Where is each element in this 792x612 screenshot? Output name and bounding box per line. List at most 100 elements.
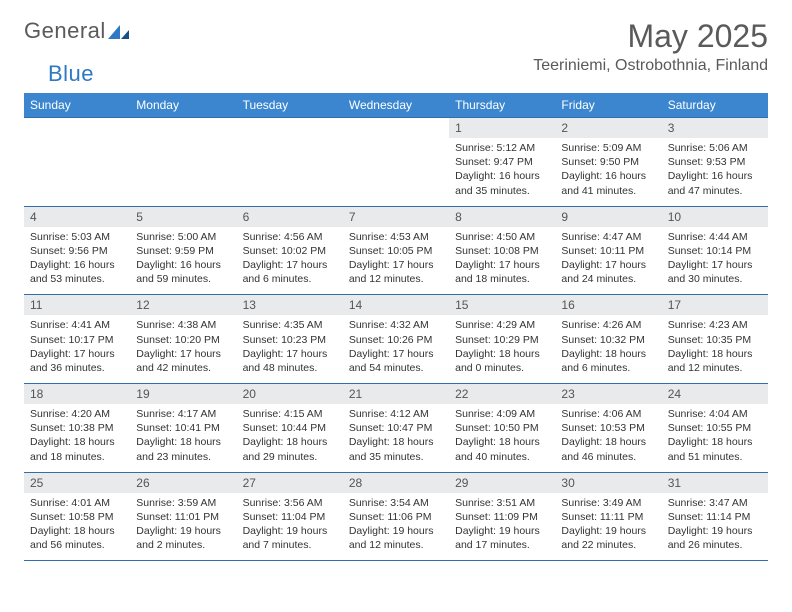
sunset-text: Sunset: 9:56 PM — [30, 244, 124, 258]
location-subtitle: Teeriniemi, Ostrobothnia, Finland — [533, 57, 768, 75]
calendar-day-cell: 19Sunrise: 4:17 AMSunset: 10:41 PMDaylig… — [130, 384, 236, 473]
daylight-text: Daylight: 18 hours and 6 minutes. — [561, 347, 655, 375]
daylight-text: Daylight: 16 hours and 35 minutes. — [455, 169, 549, 197]
daylight-text: Daylight: 16 hours and 41 minutes. — [561, 169, 655, 197]
sunrise-text: Sunrise: 4:15 AM — [243, 407, 337, 421]
day-body: Sunrise: 4:29 AMSunset: 10:29 PMDaylight… — [449, 315, 555, 383]
sunset-text: Sunset: 11:01 PM — [136, 510, 230, 524]
day-body: Sunrise: 5:12 AMSunset: 9:47 PMDaylight:… — [449, 138, 555, 206]
calendar-table: SundayMondayTuesdayWednesdayThursdayFrid… — [24, 93, 768, 561]
day-number: 31 — [662, 473, 768, 493]
day-body: Sunrise: 5:06 AMSunset: 9:53 PMDaylight:… — [662, 138, 768, 206]
daylight-text: Daylight: 18 hours and 35 minutes. — [349, 435, 443, 463]
sunrise-text: Sunrise: 4:53 AM — [349, 230, 443, 244]
day-body: Sunrise: 3:56 AMSunset: 11:04 PMDaylight… — [237, 493, 343, 561]
logo: General — [24, 18, 130, 44]
calendar-day-cell: 18Sunrise: 4:20 AMSunset: 10:38 PMDaylig… — [24, 384, 130, 473]
calendar-header-row: SundayMondayTuesdayWednesdayThursdayFrid… — [24, 93, 768, 118]
sunset-text: Sunset: 11:11 PM — [561, 510, 655, 524]
day-number: 22 — [449, 384, 555, 404]
weekday-header: Wednesday — [343, 93, 449, 118]
daylight-text: Daylight: 18 hours and 46 minutes. — [561, 435, 655, 463]
sunset-text: Sunset: 10:14 PM — [668, 244, 762, 258]
weekday-header: Sunday — [24, 93, 130, 118]
calendar-day-cell: 16Sunrise: 4:26 AMSunset: 10:32 PMDaylig… — [555, 295, 661, 384]
sunrise-text: Sunrise: 3:47 AM — [668, 496, 762, 510]
day-number: 26 — [130, 473, 236, 493]
sunset-text: Sunset: 10:53 PM — [561, 421, 655, 435]
sunrise-text: Sunrise: 4:06 AM — [561, 407, 655, 421]
sunset-text: Sunset: 11:04 PM — [243, 510, 337, 524]
calendar-day-cell: 14Sunrise: 4:32 AMSunset: 10:26 PMDaylig… — [343, 295, 449, 384]
day-number: 11 — [24, 295, 130, 315]
daylight-text: Daylight: 17 hours and 48 minutes. — [243, 347, 337, 375]
day-number: 10 — [662, 207, 768, 227]
day-body: Sunrise: 4:20 AMSunset: 10:38 PMDaylight… — [24, 404, 130, 472]
sunset-text: Sunset: 11:09 PM — [455, 510, 549, 524]
day-body: Sunrise: 4:04 AMSunset: 10:55 PMDaylight… — [662, 404, 768, 472]
day-number: 29 — [449, 473, 555, 493]
daylight-text: Daylight: 18 hours and 12 minutes. — [668, 347, 762, 375]
logo-mark-icon — [108, 22, 130, 40]
calendar-day-cell: 13Sunrise: 4:35 AMSunset: 10:23 PMDaylig… — [237, 295, 343, 384]
daylight-text: Daylight: 19 hours and 22 minutes. — [561, 524, 655, 552]
daylight-text: Daylight: 18 hours and 29 minutes. — [243, 435, 337, 463]
calendar-day-cell: 26Sunrise: 3:59 AMSunset: 11:01 PMDaylig… — [130, 472, 236, 561]
sunrise-text: Sunrise: 3:56 AM — [243, 496, 337, 510]
sunrise-text: Sunrise: 4:38 AM — [136, 318, 230, 332]
day-number: 17 — [662, 295, 768, 315]
day-number: 24 — [662, 384, 768, 404]
day-number: 5 — [130, 207, 236, 227]
sunset-text: Sunset: 9:59 PM — [136, 244, 230, 258]
day-body: Sunrise: 3:54 AMSunset: 11:06 PMDaylight… — [343, 493, 449, 561]
calendar-day-cell: 24Sunrise: 4:04 AMSunset: 10:55 PMDaylig… — [662, 384, 768, 473]
weekday-header: Tuesday — [237, 93, 343, 118]
sunrise-text: Sunrise: 4:17 AM — [136, 407, 230, 421]
calendar-week-row: 25Sunrise: 4:01 AMSunset: 10:58 PMDaylig… — [24, 472, 768, 561]
day-body: Sunrise: 3:49 AMSunset: 11:11 PMDaylight… — [555, 493, 661, 561]
day-body: Sunrise: 4:23 AMSunset: 10:35 PMDaylight… — [662, 315, 768, 383]
day-number: 16 — [555, 295, 661, 315]
day-number: 30 — [555, 473, 661, 493]
calendar-day-cell: 12Sunrise: 4:38 AMSunset: 10:20 PMDaylig… — [130, 295, 236, 384]
sunset-text: Sunset: 10:55 PM — [668, 421, 762, 435]
sunset-text: Sunset: 9:50 PM — [561, 155, 655, 169]
daylight-text: Daylight: 17 hours and 6 minutes. — [243, 258, 337, 286]
daylight-text: Daylight: 16 hours and 47 minutes. — [668, 169, 762, 197]
calendar-day-cell: 2Sunrise: 5:09 AMSunset: 9:50 PMDaylight… — [555, 118, 661, 207]
calendar-week-row: 11Sunrise: 4:41 AMSunset: 10:17 PMDaylig… — [24, 295, 768, 384]
sunset-text: Sunset: 10:20 PM — [136, 333, 230, 347]
sunrise-text: Sunrise: 5:09 AM — [561, 141, 655, 155]
day-number: 6 — [237, 207, 343, 227]
day-number: 20 — [237, 384, 343, 404]
day-number: 9 — [555, 207, 661, 227]
daylight-text: Daylight: 19 hours and 17 minutes. — [455, 524, 549, 552]
calendar-day-cell: 23Sunrise: 4:06 AMSunset: 10:53 PMDaylig… — [555, 384, 661, 473]
day-body: Sunrise: 5:00 AMSunset: 9:59 PMDaylight:… — [130, 227, 236, 295]
sunset-text: Sunset: 10:32 PM — [561, 333, 655, 347]
sunrise-text: Sunrise: 4:56 AM — [243, 230, 337, 244]
logo-text-blue: Blue — [48, 61, 94, 87]
sunset-text: Sunset: 10:11 PM — [561, 244, 655, 258]
daylight-text: Daylight: 18 hours and 18 minutes. — [30, 435, 124, 463]
sunrise-text: Sunrise: 4:12 AM — [349, 407, 443, 421]
day-body: Sunrise: 4:26 AMSunset: 10:32 PMDaylight… — [555, 315, 661, 383]
weekday-header: Thursday — [449, 93, 555, 118]
month-title: May 2025 — [533, 18, 768, 55]
sunrise-text: Sunrise: 5:12 AM — [455, 141, 549, 155]
sunset-text: Sunset: 10:02 PM — [243, 244, 337, 258]
day-body: Sunrise: 4:50 AMSunset: 10:08 PMDaylight… — [449, 227, 555, 295]
weekday-header: Friday — [555, 93, 661, 118]
sunrise-text: Sunrise: 4:01 AM — [30, 496, 124, 510]
calendar-day-cell: 20Sunrise: 4:15 AMSunset: 10:44 PMDaylig… — [237, 384, 343, 473]
calendar-day-cell: 15Sunrise: 4:29 AMSunset: 10:29 PMDaylig… — [449, 295, 555, 384]
calendar-day-cell: 1Sunrise: 5:12 AMSunset: 9:47 PMDaylight… — [449, 118, 555, 207]
calendar-day-cell: 7Sunrise: 4:53 AMSunset: 10:05 PMDayligh… — [343, 206, 449, 295]
sunset-text: Sunset: 11:14 PM — [668, 510, 762, 524]
calendar-day-cell: 27Sunrise: 3:56 AMSunset: 11:04 PMDaylig… — [237, 472, 343, 561]
day-body: Sunrise: 4:01 AMSunset: 10:58 PMDaylight… — [24, 493, 130, 561]
calendar-day-cell: 29Sunrise: 3:51 AMSunset: 11:09 PMDaylig… — [449, 472, 555, 561]
calendar-day-cell: 31Sunrise: 3:47 AMSunset: 11:14 PMDaylig… — [662, 472, 768, 561]
day-body: Sunrise: 4:38 AMSunset: 10:20 PMDaylight… — [130, 315, 236, 383]
calendar-day-cell: 11Sunrise: 4:41 AMSunset: 10:17 PMDaylig… — [24, 295, 130, 384]
